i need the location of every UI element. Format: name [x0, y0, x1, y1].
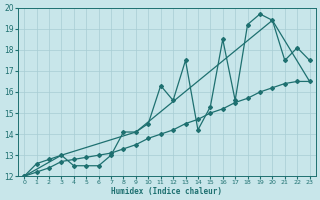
X-axis label: Humidex (Indice chaleur): Humidex (Indice chaleur): [111, 187, 222, 196]
